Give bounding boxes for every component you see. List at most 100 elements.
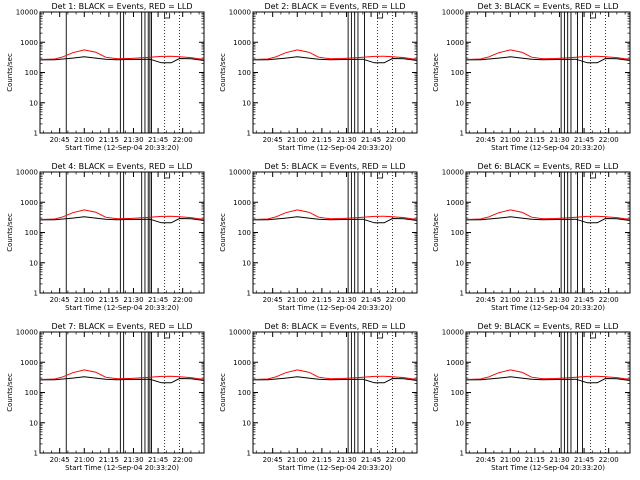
series-line-events — [39, 376, 205, 384]
series-line-lld — [252, 369, 418, 380]
y-tick-label: 10000 — [442, 169, 464, 177]
x-tick-label: 20:45 — [50, 136, 70, 144]
x-tick-label: 20:45 — [476, 456, 496, 464]
y-tick-label: 10000 — [229, 169, 251, 177]
x-tick-label: 21:30 — [336, 136, 356, 144]
x-axis-title: Start Time (12-Sep-04 20:33:20) — [65, 304, 179, 312]
series-line-lld — [465, 49, 631, 60]
series-line-events — [39, 56, 205, 64]
y-tick-label: 10000 — [442, 9, 464, 17]
x-axis-title: Start Time (12-Sep-04 20:33:20) — [278, 144, 392, 152]
y-tick-label: 1 — [247, 130, 251, 138]
y-tick-label: 10000 — [16, 169, 38, 177]
y-tick-label: 10 — [242, 259, 251, 267]
y-tick-label: 100 — [25, 389, 38, 397]
x-tick-label: 21:45 — [148, 136, 168, 144]
y-tick-label: 1000 — [233, 199, 251, 207]
x-tick-label: 21:30 — [549, 456, 569, 464]
y-axis-title: Counts/sec — [432, 213, 440, 252]
x-axis-title: Start Time (12-Sep-04 20:33:20) — [278, 304, 392, 312]
panel-det-7: Det 7: BLACK = Events, RED = LLD 1 10 100 10… — [0, 320, 213, 480]
y-tick-label: 10 — [455, 259, 464, 267]
x-tick-label: 21:00 — [500, 136, 520, 144]
bracket-mark — [377, 13, 384, 19]
panel-plot: Det 3: BLACK = Events, RED = LLD 1 10 100 10… — [432, 2, 631, 152]
x-tick-label: 20:45 — [263, 456, 283, 464]
y-tick-label: 10 — [29, 259, 38, 267]
y-axis-title: Counts/sec — [432, 53, 440, 92]
series-line-events — [465, 216, 631, 224]
bracket-mark — [164, 13, 171, 19]
y-axis-title: Counts/sec — [219, 213, 227, 252]
y-tick-label: 10 — [242, 419, 251, 427]
x-tick-label: 22:00 — [599, 456, 619, 464]
y-tick-label: 10 — [29, 419, 38, 427]
x-tick-label: 21:15 — [312, 296, 332, 304]
x-tick-label: 22:00 — [386, 136, 406, 144]
x-tick-label: 21:45 — [148, 296, 168, 304]
x-tick-label: 21:30 — [123, 136, 143, 144]
panel-title: Det 7: BLACK = Events, RED = LLD — [52, 322, 193, 331]
panel-plot: Det 6: BLACK = Events, RED = LLD 1 10 100 10… — [432, 162, 631, 312]
series-line-events — [465, 56, 631, 64]
panel-plot: Det 1: BLACK = Events, RED = LLD 1 10 100 10… — [6, 2, 205, 152]
x-tick-label: 21:45 — [361, 136, 381, 144]
y-tick-label: 10000 — [229, 329, 251, 337]
y-tick-label: 100 — [25, 229, 38, 237]
y-tick-label: 1000 — [446, 359, 464, 367]
series-line-lld — [39, 49, 205, 60]
x-tick-label: 21:00 — [287, 296, 307, 304]
y-axis-title: Counts/sec — [219, 53, 227, 92]
y-tick-label: 1000 — [20, 39, 38, 47]
x-tick-label: 20:45 — [50, 456, 70, 464]
panel-plot: Det 5: BLACK = Events, RED = LLD 1 10 100 10… — [219, 162, 418, 312]
y-axis-title: Counts/sec — [6, 53, 14, 92]
y-tick-label: 1 — [34, 130, 38, 138]
y-tick-label: 100 — [238, 389, 251, 397]
y-axis-title: Counts/sec — [432, 373, 440, 412]
y-axis-title: Counts/sec — [219, 373, 227, 412]
panel-title: Det 1: BLACK = Events, RED = LLD — [52, 2, 193, 11]
panel-title: Det 4: BLACK = Events, RED = LLD — [52, 162, 193, 171]
series-line-lld — [252, 49, 418, 60]
y-tick-label: 10000 — [229, 9, 251, 17]
x-tick-label: 21:00 — [74, 296, 94, 304]
series-line-events — [252, 376, 418, 384]
y-tick-label: 1 — [34, 450, 38, 458]
x-tick-label: 22:00 — [173, 296, 193, 304]
series-line-lld — [252, 209, 418, 220]
y-tick-label: 100 — [25, 69, 38, 77]
panel-plot: Det 4: BLACK = Events, RED = LLD 1 10 100 10… — [6, 162, 205, 312]
bracket-mark — [377, 173, 384, 179]
panel-det-1: Det 1: BLACK = Events, RED = LLD 1 10 100 10… — [0, 0, 213, 160]
bracket-mark — [590, 173, 597, 179]
x-tick-label: 21:00 — [74, 456, 94, 464]
y-tick-label: 1 — [247, 450, 251, 458]
y-tick-label: 10 — [455, 419, 464, 427]
panel-det-6: Det 6: BLACK = Events, RED = LLD 1 10 100 10… — [426, 160, 639, 320]
x-axis-title: Start Time (12-Sep-04 20:33:20) — [278, 464, 392, 472]
y-tick-label: 10 — [29, 99, 38, 107]
x-tick-label: 21:45 — [574, 456, 594, 464]
x-tick-label: 22:00 — [599, 136, 619, 144]
series-line-events — [465, 376, 631, 384]
y-tick-label: 100 — [451, 389, 464, 397]
x-tick-label: 21:15 — [312, 136, 332, 144]
x-axis-title: Start Time (12-Sep-04 20:33:20) — [491, 464, 605, 472]
bracket-mark — [164, 333, 171, 339]
x-tick-label: 21:00 — [500, 296, 520, 304]
y-tick-label: 1 — [460, 450, 464, 458]
series-line-events — [252, 216, 418, 224]
x-tick-label: 21:45 — [148, 456, 168, 464]
x-tick-label: 21:00 — [74, 136, 94, 144]
panel-plot: Det 2: BLACK = Events, RED = LLD 1 10 100 10… — [219, 2, 418, 152]
series-line-events — [252, 56, 418, 64]
x-tick-label: 20:45 — [263, 136, 283, 144]
series-line-lld — [465, 209, 631, 220]
x-tick-label: 21:15 — [99, 296, 119, 304]
x-tick-label: 21:00 — [287, 456, 307, 464]
x-tick-label: 21:15 — [525, 296, 545, 304]
x-tick-label: 21:30 — [123, 456, 143, 464]
panel-det-3: Det 3: BLACK = Events, RED = LLD 1 10 100 10… — [426, 0, 639, 160]
